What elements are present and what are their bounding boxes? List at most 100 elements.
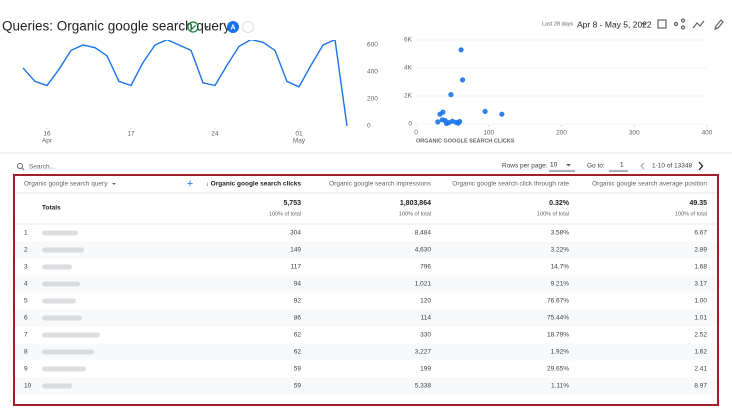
- cell: 1.11%: [551, 383, 569, 390]
- cell: 149: [290, 247, 301, 254]
- cell: 94: [294, 281, 302, 288]
- scatter-point: [435, 119, 441, 125]
- column-header[interactable]: Organic google search impressions: [329, 181, 432, 188]
- dropdown-arrow[interactable]: [204, 26, 209, 29]
- page-range: 1-10 of 13348: [652, 163, 693, 170]
- scatter-point: [459, 77, 466, 83]
- total-note: 100% of total: [269, 211, 301, 217]
- row-rank: 6: [24, 315, 28, 322]
- x-tick-label: 17: [127, 131, 135, 138]
- status-icon[interactable]: [187, 21, 199, 33]
- y-tick-label: 6K: [404, 37, 413, 44]
- cell: 117: [291, 264, 302, 271]
- customize-icon[interactable]: [714, 19, 724, 30]
- x-tick-sublabel: May: [293, 138, 306, 145]
- cell: 2.89: [694, 247, 707, 254]
- row-rank: 5: [24, 298, 28, 305]
- total-value: 1,803,864: [400, 200, 431, 207]
- scatter-point: [482, 108, 488, 114]
- edit-report-icon[interactable]: [657, 19, 667, 29]
- cell: 796: [420, 264, 431, 271]
- row-rank: 8: [24, 349, 28, 356]
- column-header[interactable]: Organic google search click through rate: [452, 181, 569, 188]
- date-range[interactable]: Apr 8 - May 5, 2022: [577, 19, 652, 29]
- cell: 29.65%: [547, 366, 569, 373]
- cell: 3,227: [415, 349, 432, 356]
- row-rank: 4: [24, 281, 28, 288]
- search-icon: [17, 163, 23, 169]
- column-header[interactable]: Organic google search query: [24, 181, 108, 188]
- cell: 3.17: [694, 281, 707, 288]
- cell: 304: [290, 230, 301, 237]
- cell: 6.67: [694, 230, 707, 237]
- cell: 62: [294, 349, 302, 356]
- scatter-point: [457, 118, 463, 125]
- cell: 86: [294, 315, 302, 322]
- row-rank: 9: [24, 366, 28, 373]
- y-tick-label: 600: [367, 42, 378, 49]
- row-rank: 2: [24, 247, 28, 254]
- scatter-point: [439, 117, 445, 123]
- total-note: 100% of total: [399, 211, 431, 217]
- column-header[interactable]: Organic google search average position: [592, 181, 707, 188]
- row-rank: 1: [24, 230, 28, 237]
- y-tick-label: 4K: [404, 65, 413, 72]
- x-tick-sublabel: Apr: [42, 138, 53, 145]
- x-axis-title: ORGANIC GOOGLE SEARCH CLICKS: [416, 138, 515, 144]
- cell: 2.41: [694, 366, 707, 373]
- scatter-point: [499, 111, 505, 117]
- scatter-point: [448, 92, 454, 98]
- next-page[interactable]: [698, 161, 704, 171]
- cell: 3.22%: [551, 247, 570, 254]
- row-stripe: [15, 343, 717, 361]
- cell: 92: [294, 298, 302, 305]
- blurred-query: [42, 383, 72, 389]
- y-tick-label: 400: [367, 69, 378, 76]
- total-value: 49.35: [689, 200, 707, 207]
- column-header[interactable]: ↓ Organic google search clicks: [206, 181, 302, 188]
- blurred-query: [42, 264, 72, 270]
- cell: 8,484: [415, 230, 432, 237]
- blurred-query: [42, 247, 84, 253]
- y-tick-label: 0: [408, 121, 412, 128]
- prev-page[interactable]: [640, 162, 645, 170]
- insights-icon[interactable]: [692, 20, 705, 29]
- date-dropdown[interactable]: [641, 23, 646, 26]
- scatter-point: [440, 109, 446, 115]
- comparison-badge[interactable]: [227, 21, 239, 33]
- date-range-label: Last 28 days: [542, 21, 573, 27]
- share-icon[interactable]: [673, 18, 686, 30]
- x-tick-label: 16: [43, 131, 51, 138]
- row-rank: 10: [24, 383, 32, 390]
- rows-dropdown[interactable]: [566, 164, 571, 167]
- row-stripe: [15, 309, 717, 327]
- x-tick-label: 24: [211, 131, 219, 138]
- cell: 8.97: [694, 383, 707, 390]
- cell: 1.68: [694, 264, 707, 271]
- check: [190, 24, 196, 30]
- x-tick-label: 0: [414, 130, 418, 137]
- row-stripe: [15, 275, 717, 293]
- cell: 59: [294, 366, 302, 373]
- blurred-query: [42, 332, 100, 338]
- badge-label: A: [230, 24, 235, 31]
- total-value: 5,753: [283, 200, 301, 207]
- cell: 330: [420, 332, 431, 339]
- go-to-label: Go to:: [587, 163, 605, 170]
- cell: 14.7%: [551, 264, 570, 271]
- blurred-query: [42, 298, 76, 304]
- blurred-query: [42, 230, 78, 236]
- add-dimension[interactable]: +: [187, 178, 193, 190]
- add-comparison[interactable]: [242, 21, 254, 33]
- go-to-input[interactable]: 1: [620, 162, 624, 169]
- scatter-point: [443, 120, 450, 127]
- y-tick-label: 2K: [404, 93, 413, 100]
- rows-per-page[interactable]: 10: [550, 162, 558, 169]
- cell: 1.01: [694, 315, 707, 322]
- cell: 1.92%: [551, 349, 570, 356]
- cell: 75.44%: [547, 315, 569, 322]
- cell: 1.62: [694, 349, 707, 356]
- cell: 76.67%: [547, 298, 569, 305]
- highlight-border: [13, 174, 719, 406]
- search-input[interactable]: Search...: [29, 164, 55, 171]
